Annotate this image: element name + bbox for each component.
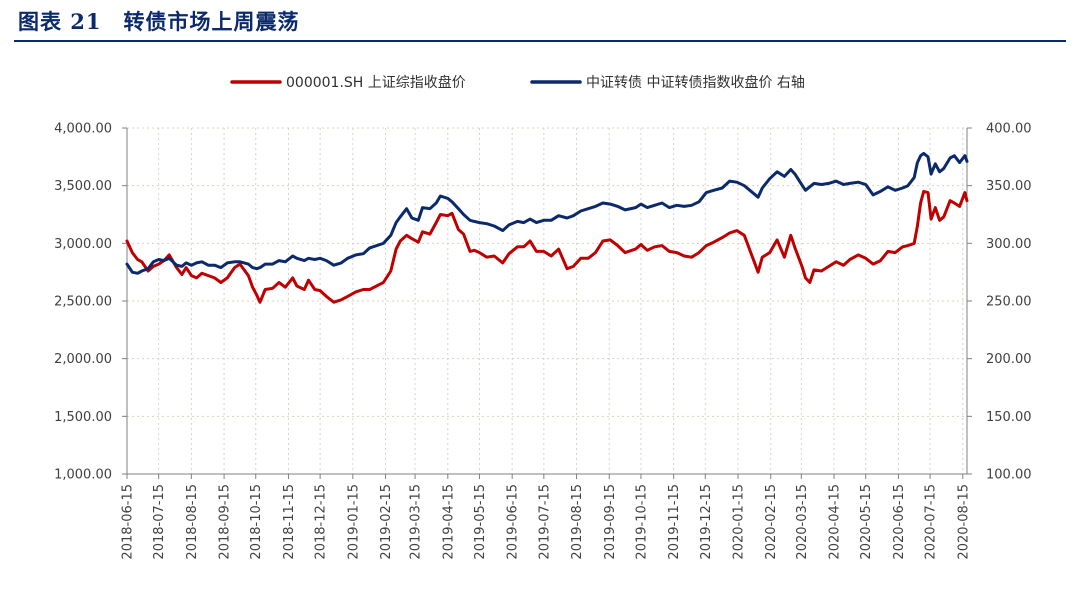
x-tick-label: 2019-04-15	[441, 484, 456, 560]
x-tick-label: 2018-11-15	[282, 484, 297, 560]
legend-item-shanghai-composite: 000001.SH 上证综指收盘价	[230, 74, 466, 91]
x-tick-label: 2020-01-15	[732, 484, 747, 560]
y-left-tick-label: 3,000.00	[54, 237, 112, 252]
y-right-tick-label: 200.00	[986, 352, 1032, 367]
x-tick-label: 2019-07-15	[537, 484, 552, 560]
figure-title: 图表 21 转债市场上周震荡	[18, 6, 300, 36]
x-axis: 2018-06-15 2018-07-15 2018-08-15 2018-09-15…	[121, 474, 971, 560]
series-line-convertible-bond-index	[125, 151, 969, 275]
x-tick-label: 2020-07-15	[924, 484, 939, 560]
x-tick-label: 2018-09-15	[218, 484, 233, 560]
x-tick-label: 2020-05-15	[859, 484, 874, 560]
y-axis-left: 1,000.00 1,500.00 2,000.00 2,500.00 3,000.00…	[54, 122, 127, 483]
x-tick-label: 2019-11-15	[667, 484, 682, 560]
x-tick-label: 2019-01-15	[346, 484, 361, 560]
x-tick-label: 2018-12-15	[314, 484, 329, 560]
y-right-tick-label: 100.00	[986, 468, 1032, 483]
legend: 000001.SH 上证综指收盘价 中证转债 中证转债指数收盘价 右轴	[230, 74, 805, 91]
grid-lines	[126, 127, 967, 474]
x-tick-label: 2020-02-15	[764, 484, 779, 560]
y-right-tick-label: 350.00	[986, 179, 1032, 194]
y-right-tick-label: 400.00	[986, 122, 1032, 137]
x-tick-label: 2020-08-15	[956, 484, 971, 560]
y-right-tick-label: 300.00	[986, 237, 1032, 252]
figure-title-text: 转债市场上周震荡	[123, 9, 300, 34]
y-right-tick-label: 150.00	[986, 410, 1032, 425]
y-left-tick-label: 1,500.00	[54, 410, 112, 425]
y-axis-right: 100.00 150.00 200.00 250.00 300.00 350.00 400.…	[967, 122, 1032, 483]
x-tick-label: 2018-08-15	[185, 484, 200, 560]
legend-item-convertible-bond-index: 中证转债 中证转债指数收盘价 右轴	[530, 74, 805, 91]
x-tick-label: 2019-08-15	[570, 484, 585, 560]
x-tick-label: 2019-03-15	[409, 484, 424, 560]
x-tick-label: 2019-02-15	[379, 484, 394, 560]
legend-label: 000001.SH 上证综指收盘价	[286, 74, 466, 91]
y-right-tick-label: 250.00	[986, 295, 1032, 310]
x-tick-label: 2020-04-15	[828, 484, 843, 560]
x-tick-label: 2020-06-15	[892, 484, 907, 560]
x-tick-label: 2019-10-15	[634, 484, 649, 560]
y-left-tick-label: 4,000.00	[54, 122, 112, 137]
x-tick-label: 2020-03-15	[795, 484, 810, 560]
series-lines	[125, 151, 969, 304]
x-tick-label: 2018-07-15	[152, 484, 167, 560]
x-tick-label: 2019-05-15	[473, 484, 488, 560]
x-tick-label: 2019-12-15	[699, 484, 714, 560]
x-tick-label: 2019-09-15	[603, 484, 618, 560]
series-line-shanghai-composite	[125, 189, 969, 304]
legend-label: 中证转债 中证转债指数收盘价 右轴	[586, 74, 805, 91]
y-left-tick-label: 1,000.00	[54, 468, 112, 483]
y-left-tick-label: 3,500.00	[54, 179, 112, 194]
title-rule	[14, 40, 1066, 42]
x-tick-label: 2019-06-15	[506, 484, 521, 560]
x-tick-label: 2018-06-15	[121, 484, 136, 560]
x-tick-label: 2018-10-15	[249, 484, 264, 560]
y-left-tick-label: 2,500.00	[54, 295, 112, 310]
figure-label: 图表 21	[18, 9, 102, 34]
y-left-tick-label: 2,000.00	[54, 352, 112, 367]
